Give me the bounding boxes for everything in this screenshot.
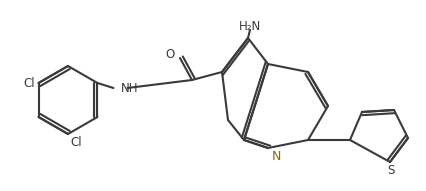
Text: N: N	[272, 150, 282, 163]
Text: O: O	[166, 48, 175, 61]
Text: NH: NH	[121, 82, 138, 95]
Text: H₂N: H₂N	[239, 19, 261, 32]
Text: S: S	[387, 164, 394, 177]
Text: Cl: Cl	[23, 77, 35, 90]
Text: Cl: Cl	[70, 135, 82, 148]
